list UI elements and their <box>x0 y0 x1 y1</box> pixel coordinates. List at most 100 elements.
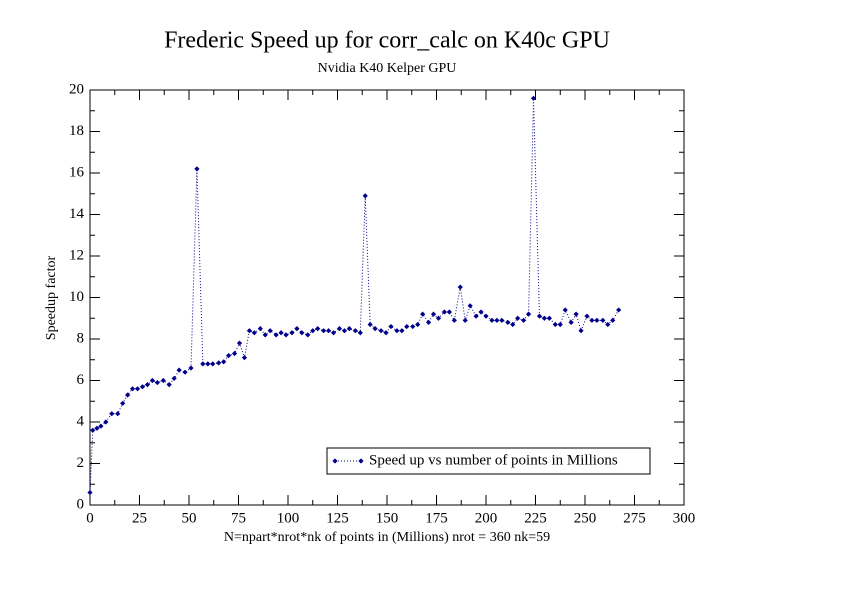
data-point <box>278 330 284 336</box>
data-point <box>257 326 263 332</box>
x-tick-label: 75 <box>231 510 246 526</box>
y-tick-label: 14 <box>69 206 85 222</box>
data-point <box>510 321 516 328</box>
data-point <box>325 328 332 334</box>
data-point <box>120 400 126 406</box>
data-point <box>188 365 194 371</box>
data-point <box>515 315 521 321</box>
data-point <box>441 309 448 315</box>
data-point <box>467 303 473 309</box>
data-point <box>457 284 463 290</box>
data-point <box>94 425 100 431</box>
data-point <box>594 317 600 323</box>
legend-label: Speed up vs number of points in Millions <box>369 452 618 468</box>
data-point <box>241 355 248 361</box>
data-point <box>221 359 227 365</box>
data-point <box>562 307 568 313</box>
data-point <box>262 332 268 338</box>
x-tick-label: 100 <box>277 510 300 526</box>
data-point <box>552 321 558 328</box>
data-point <box>388 323 394 330</box>
data-point <box>372 326 378 332</box>
data-point <box>182 369 188 375</box>
data-point <box>125 392 131 398</box>
data-point <box>494 317 500 323</box>
data-point <box>139 384 146 390</box>
data-point <box>299 330 305 336</box>
data-point <box>273 332 279 338</box>
data-point <box>103 419 109 425</box>
data-point <box>394 328 400 334</box>
data-point <box>600 317 606 323</box>
data-point <box>336 326 343 332</box>
data-point <box>246 328 252 334</box>
plot-frame <box>89 89 685 506</box>
data-point <box>584 313 590 319</box>
data-point <box>610 317 616 323</box>
data-point <box>435 315 442 321</box>
y-axis-label: Speedup factor <box>44 255 59 340</box>
x-tick-label: 25 <box>132 510 147 526</box>
data-point <box>605 321 611 328</box>
data-point <box>378 328 384 334</box>
data-point <box>589 317 595 323</box>
data-point <box>541 315 548 321</box>
data-point <box>176 367 182 373</box>
data-point <box>321 328 327 334</box>
data-point <box>425 319 432 325</box>
data-point <box>216 360 222 366</box>
data-point <box>536 313 543 319</box>
data-point <box>557 321 563 328</box>
data-point <box>171 375 177 382</box>
data-point <box>546 315 552 321</box>
data-point <box>109 411 115 417</box>
data-point <box>399 328 405 334</box>
chart-title: Frederic Speed up for corr_calc on K40c … <box>164 28 610 54</box>
data-point <box>446 309 452 315</box>
data-point <box>489 317 495 323</box>
data-point <box>505 319 511 325</box>
y-tick-label: 8 <box>77 330 85 346</box>
data-point <box>383 330 389 336</box>
data-point <box>530 95 537 101</box>
data-point <box>149 377 155 384</box>
data-point <box>315 326 321 332</box>
y-tick-label: 10 <box>69 289 84 305</box>
data-point <box>98 423 104 429</box>
legend: Speed up vs number of points in Millions <box>326 447 651 475</box>
data-point <box>310 328 316 334</box>
data-point <box>451 317 457 323</box>
data-point <box>352 328 358 334</box>
x-tick-label: 275 <box>623 510 646 526</box>
chart-subtitle: Nvidia K40 Kelper GPU <box>318 61 457 76</box>
data-point <box>346 326 352 332</box>
legend-marker <box>332 458 338 464</box>
x-tick-label: 200 <box>475 510 498 526</box>
data-point <box>568 319 574 325</box>
x-tick-label: 250 <box>574 510 597 526</box>
x-tick-label: 125 <box>326 510 349 526</box>
data-point <box>473 313 479 319</box>
x-tick-label: 175 <box>425 510 448 526</box>
data-point <box>134 386 141 392</box>
data-point <box>251 330 257 336</box>
y-tick-label: 4 <box>77 413 85 429</box>
data-point <box>129 386 136 392</box>
data-point <box>341 328 348 334</box>
data-point <box>499 317 505 323</box>
data-point <box>267 328 273 334</box>
data-point <box>205 361 211 367</box>
data-point <box>194 166 200 172</box>
data-point <box>166 382 172 388</box>
x-tick-label: 0 <box>86 510 94 526</box>
data-point <box>420 311 426 317</box>
data-point <box>367 321 373 328</box>
data-point <box>200 361 206 367</box>
data-point <box>90 427 96 433</box>
data-point <box>87 489 93 496</box>
data-point <box>231 350 238 357</box>
data-point <box>294 326 300 332</box>
data-point <box>410 323 416 330</box>
data-point <box>236 340 243 346</box>
x-axis-label: N=npart*nrot*nk of points in (Millions) … <box>224 530 550 545</box>
